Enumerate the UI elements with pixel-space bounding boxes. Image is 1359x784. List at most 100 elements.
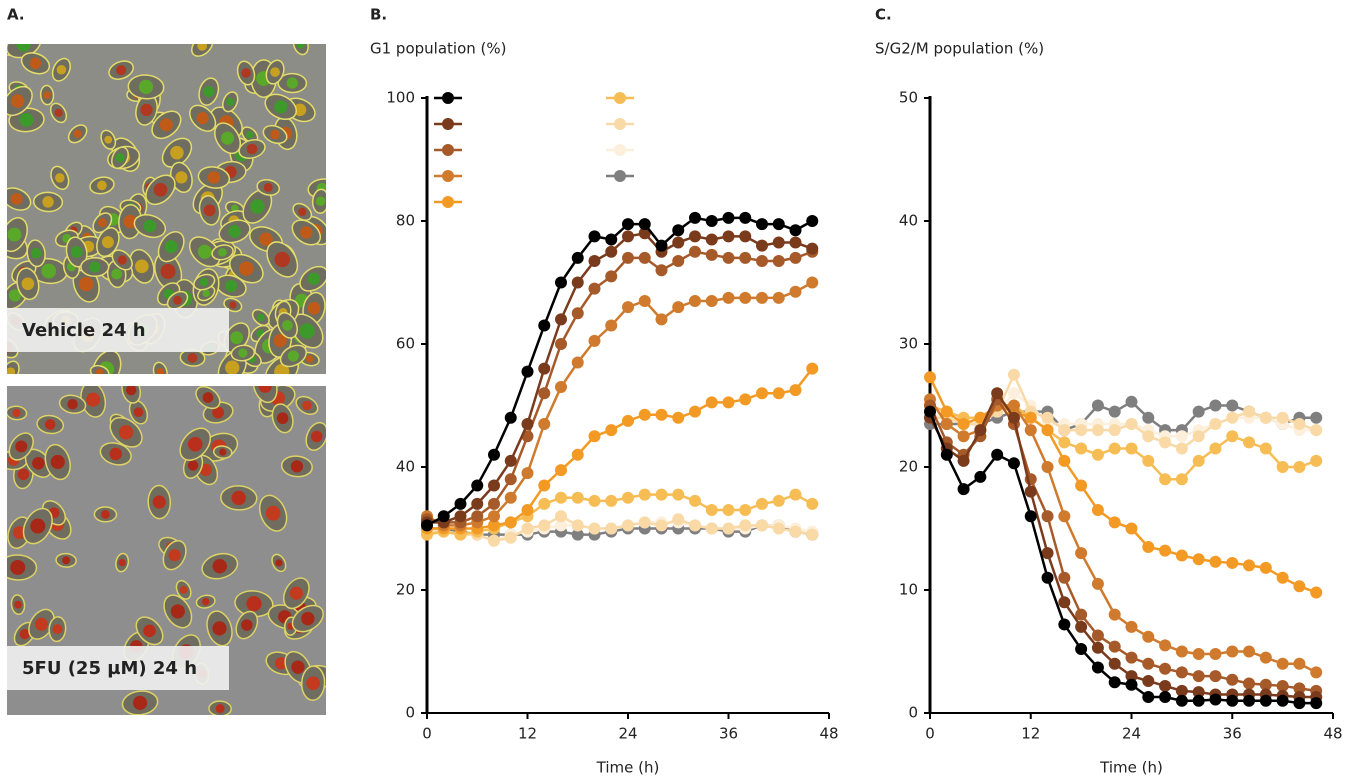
nucleus <box>21 277 35 291</box>
data-point <box>1091 661 1104 674</box>
data-point <box>1175 666 1188 679</box>
data-point <box>1007 387 1020 400</box>
nucleus <box>78 276 94 292</box>
x-tick-label: 24 <box>1122 725 1141 743</box>
data-point <box>1209 647 1222 660</box>
data-point <box>772 236 785 249</box>
legend-marker <box>442 170 454 182</box>
nucleus <box>16 44 31 52</box>
data-point <box>1108 640 1121 653</box>
data-point <box>1125 670 1138 683</box>
data-point <box>739 211 752 224</box>
data-point <box>622 301 634 314</box>
nucleus <box>275 559 283 567</box>
data-point <box>1007 368 1020 381</box>
y-tick-label: 40 <box>396 458 415 476</box>
data-point <box>1024 411 1037 424</box>
nucleus <box>8 289 22 302</box>
data-point <box>672 301 685 314</box>
data-point <box>1159 639 1172 652</box>
nucleus <box>231 490 246 506</box>
data-point <box>1310 586 1323 599</box>
data-point <box>1310 666 1323 679</box>
data-point <box>772 522 785 535</box>
data-point <box>1007 457 1020 470</box>
data-point <box>638 227 651 240</box>
data-point <box>1293 657 1306 670</box>
y-tick-label: 60 <box>396 335 415 353</box>
data-point <box>655 408 668 421</box>
data-point <box>638 294 651 307</box>
nucleus <box>275 657 288 670</box>
nucleus <box>56 65 67 75</box>
data-point <box>756 291 768 304</box>
data-point <box>1125 395 1138 408</box>
data-point <box>571 307 584 320</box>
nucleus <box>118 558 126 567</box>
nucleus <box>29 57 42 70</box>
legend-marker <box>614 92 626 104</box>
nucleus <box>215 704 225 714</box>
data-point <box>705 504 718 517</box>
data-point <box>605 270 618 283</box>
x-tick-label: 48 <box>819 725 838 743</box>
data-point <box>1276 571 1289 584</box>
x-axis-label: Time (h) <box>1099 759 1163 777</box>
nucleus <box>274 251 290 268</box>
data-point <box>538 417 551 430</box>
data-point <box>538 362 551 375</box>
data-point <box>1276 679 1289 692</box>
nucleus <box>175 171 188 184</box>
data-point <box>739 504 752 517</box>
series-line <box>928 376 1317 594</box>
nucleus <box>95 368 104 374</box>
data-point <box>739 291 752 304</box>
data-point <box>1075 608 1088 621</box>
data-point <box>588 494 601 507</box>
nucleus <box>306 676 320 691</box>
data-point <box>1259 442 1272 455</box>
data-point <box>1108 657 1121 670</box>
data-point <box>1041 461 1054 473</box>
data-point <box>605 233 618 246</box>
data-point <box>1125 417 1138 430</box>
data-point <box>1175 473 1188 486</box>
nucleus <box>315 196 326 207</box>
nucleus <box>290 460 304 473</box>
data-point <box>638 408 651 421</box>
series-line <box>928 396 1317 693</box>
data-point <box>722 504 735 517</box>
data-point <box>588 254 601 267</box>
nucleus <box>17 468 30 481</box>
data-point <box>940 417 953 430</box>
data-point <box>722 211 735 224</box>
nucleus <box>170 604 185 619</box>
nucleus <box>302 400 312 411</box>
nucleus <box>263 182 273 192</box>
data-point <box>722 230 735 243</box>
data-point <box>1209 399 1222 412</box>
data-point <box>1024 485 1037 498</box>
nucleus <box>70 245 83 258</box>
data-point <box>705 248 718 261</box>
chart-title: G1 population (%) <box>370 40 506 58</box>
x-tick-label: 48 <box>1323 725 1342 743</box>
nucleus <box>286 77 298 89</box>
nucleus <box>67 399 78 410</box>
nucleus <box>143 624 156 638</box>
data-point <box>772 218 785 231</box>
data-point <box>555 464 567 477</box>
nucleus <box>32 456 45 470</box>
data-point <box>957 417 970 430</box>
data-point <box>991 387 1004 400</box>
nucleus <box>270 67 280 77</box>
data-point <box>571 276 584 289</box>
nucleus <box>265 505 281 521</box>
data-point <box>739 393 752 406</box>
data-point <box>705 294 718 307</box>
data-point <box>504 473 517 486</box>
data-point <box>488 534 500 547</box>
data-point <box>471 497 484 510</box>
data-point <box>488 497 500 510</box>
x-axis-label: Time (h) <box>596 759 660 777</box>
